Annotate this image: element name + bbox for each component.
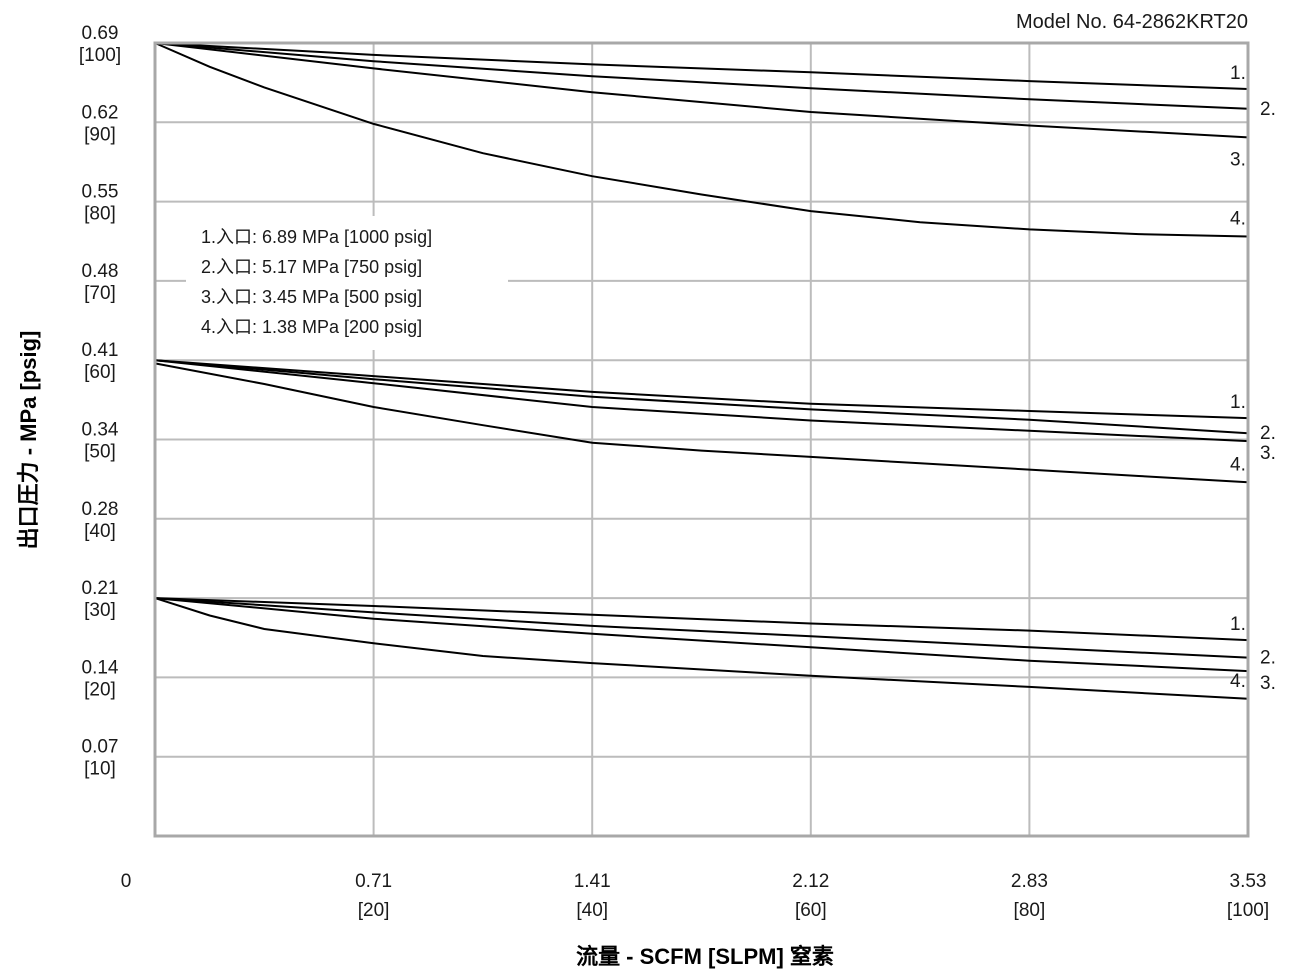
y-tick-label-mpa: 0.55 <box>82 182 119 203</box>
legend: 1.入口: 6.89 MPa [1000 psig] 2.入口: 5.17 MPa… <box>186 216 508 350</box>
curve-60-psig-3 <box>154 359 1249 443</box>
curve-30-psig-4 <box>154 597 1249 700</box>
curve-end-label: 3. <box>1260 443 1276 464</box>
y-tick-label-mpa: 0.34 <box>82 420 119 441</box>
x-tick-label-scfm: 0.71 <box>355 871 392 892</box>
y-tick-label-mpa: 0.07 <box>82 737 119 758</box>
y-tick-label-psig: [80] <box>84 204 116 225</box>
curve-end-label: 1. <box>1230 392 1246 413</box>
curve-100-psig-2 <box>154 42 1249 110</box>
curve-end-label: 4. <box>1230 454 1246 475</box>
curve-30-psig-2 <box>154 597 1249 659</box>
x-axis-title: 流量 - SCFM [SLPM] 窒素 <box>576 944 834 969</box>
x-tick-label-scfm: 1.41 <box>574 871 611 892</box>
y-tick-label-psig: [90] <box>84 124 116 145</box>
curve-60-psig-4 <box>154 362 1249 484</box>
grid-lines <box>155 43 1248 836</box>
x-tick-label-scfm: 2.83 <box>1011 871 1048 892</box>
y-tick-label-mpa: 0.69 <box>82 23 119 44</box>
y-tick-label-psig: [20] <box>84 679 116 700</box>
y-tick-label-mpa: 0.14 <box>82 657 119 678</box>
curve-end-label: 2. <box>1260 648 1276 669</box>
curve-30-psig-1 <box>154 597 1249 642</box>
x-tick-label-slpm: [40] <box>576 900 608 921</box>
curve-end-label: 3. <box>1230 149 1246 170</box>
plot-frame <box>153 41 1250 838</box>
legend-entry: 3.入口: 3.45 MPa [500 psig] <box>201 287 422 307</box>
y-tick-label-psig: [10] <box>84 759 116 780</box>
x-tick-label-slpm: [60] <box>795 900 827 921</box>
y-axis-title: 出口圧力 - MPa [psig] <box>16 331 41 550</box>
curve-end-label: 2. <box>1260 423 1276 444</box>
curve-labels: 1.2.3.4.1.2.3.4.1.2.3.4. <box>1230 63 1276 694</box>
y-tick-label-psig: [70] <box>84 283 116 304</box>
y-tick-label-mpa: 0.21 <box>82 578 119 599</box>
legend-entry: 1.入口: 6.89 MPa [1000 psig] <box>201 227 432 247</box>
y-tick-label-psig: [40] <box>84 521 116 542</box>
y-tick-label-mpa: 0.62 <box>82 102 119 123</box>
curve-60-psig-1 <box>154 359 1249 420</box>
curve-end-label: 2. <box>1260 99 1276 120</box>
chart-title: Model No. 64-2862KRT20 <box>1016 11 1248 33</box>
x-axis-ticks: 0 0.71 [20] 1.41 [40] 2.12 [60] 2.83 [80] 3.53 [10… <box>121 871 1269 921</box>
x-tick-label-slpm: [100] <box>1227 900 1269 921</box>
y-axis-ticks: 0.69[100] 0.62[90] 0.55[80] 0.48[70] 0.41[60… <box>79 23 121 780</box>
curve-end-label: 4. <box>1230 671 1246 692</box>
x-origin-label: 0 <box>121 871 132 892</box>
curve-60-psig-2 <box>154 359 1249 435</box>
curve-100-psig-4 <box>154 42 1249 238</box>
y-tick-label-psig: [50] <box>84 442 116 463</box>
x-tick-label-scfm: 2.12 <box>792 871 829 892</box>
y-tick-label-psig: [30] <box>84 600 116 621</box>
curve-30-psig-3 <box>154 597 1249 673</box>
curve-100-psig-1 <box>154 42 1249 90</box>
legend-background <box>186 216 508 350</box>
curve-end-label: 1. <box>1230 614 1246 635</box>
legend-entry: 4.入口: 1.38 MPa [200 psig] <box>201 317 422 337</box>
curves <box>154 42 1249 700</box>
y-tick-label-psig: [100] <box>79 45 121 66</box>
curve-end-label: 1. <box>1230 63 1246 84</box>
curve-100-psig-3 <box>154 42 1249 139</box>
y-tick-label-mpa: 0.28 <box>82 499 119 520</box>
curve-end-label: 4. <box>1230 208 1246 229</box>
x-tick-label-slpm: [20] <box>358 900 390 921</box>
x-tick-label-scfm: 3.53 <box>1230 871 1267 892</box>
y-tick-label-mpa: 0.48 <box>82 261 119 282</box>
curve-end-label: 3. <box>1260 673 1276 694</box>
y-tick-label-psig: [60] <box>84 362 116 383</box>
y-tick-label-mpa: 0.41 <box>82 340 119 361</box>
legend-entry: 2.入口: 5.17 MPa [750 psig] <box>201 257 422 277</box>
x-tick-label-slpm: [80] <box>1014 900 1046 921</box>
